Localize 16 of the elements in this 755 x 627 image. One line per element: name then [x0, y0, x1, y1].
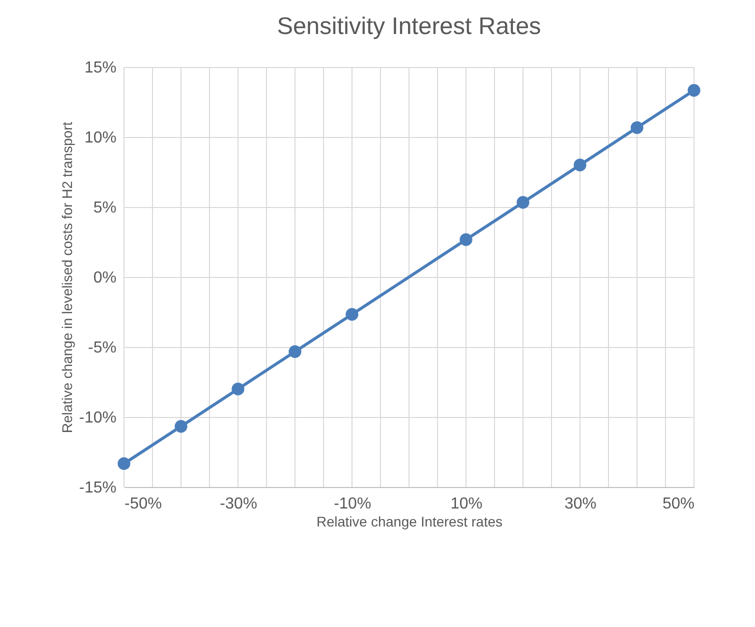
x-axis-title: Relative change Interest rates: [316, 514, 502, 530]
y-tick-label: -15%: [79, 480, 116, 496]
y-tick-label: 5%: [93, 200, 116, 216]
x-tick-label: 10%: [450, 496, 483, 512]
y-tick-label: 10%: [84, 130, 116, 146]
y-tick-label: -5%: [88, 340, 116, 356]
x-tick-label: 30%: [564, 496, 597, 512]
y-axis-title: Relative change in levelised costs for H2 transport: [59, 122, 76, 434]
y-tick-label: -10%: [79, 410, 116, 426]
x-tick-label: 50%: [662, 496, 694, 512]
y-tick-label: 0%: [93, 270, 116, 286]
chart-title: Sensitivity Interest Rates: [276, 13, 542, 40]
y-tick-label: 15%: [84, 60, 116, 76]
x-tick-label: -30%: [220, 496, 258, 512]
x-tick-label: -10%: [334, 496, 372, 512]
x-tick-label: -50%: [124, 496, 162, 512]
